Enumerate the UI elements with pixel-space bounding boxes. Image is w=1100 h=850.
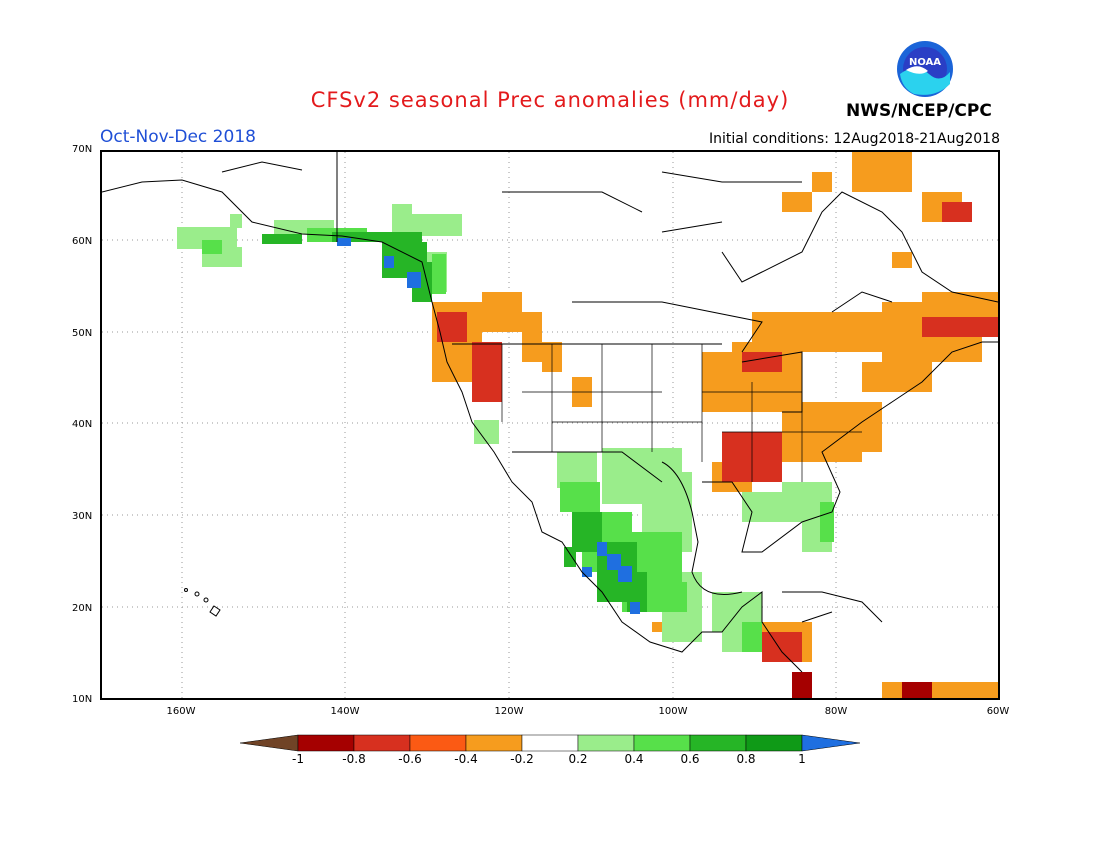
colorbar-swatch-2 <box>353 734 411 752</box>
colorbar-label: -0.2 <box>510 752 534 766</box>
colorbar-swatch-4 <box>465 734 523 752</box>
lon-label-80w: 80W <box>824 706 848 717</box>
colorbar-label: 0.8 <box>736 752 756 766</box>
noaa-logo-text: NOAA <box>909 57 941 68</box>
colorbar-label: 0.6 <box>680 752 700 766</box>
chart-title: CFSv2 seasonal Prec anomalies (mm/day) <box>310 88 790 112</box>
colorbar-swatch-3 <box>409 734 467 752</box>
colorbar-label: 0.4 <box>624 752 644 766</box>
forecast-period: Oct-Nov-Dec 2018 <box>100 127 256 147</box>
agency-label: NWS/NCEP/CPC <box>846 101 992 121</box>
colorbar-swatch-6 <box>577 734 635 752</box>
noaa-logo-icon: NOAA <box>897 41 953 97</box>
lat-label-30: 30N <box>72 511 93 522</box>
colorbar-arrow-right <box>801 734 860 752</box>
lat-label-60: 60N <box>72 236 93 247</box>
wet-strong-shading <box>262 232 647 612</box>
colorbar-swatch-9 <box>745 734 803 752</box>
colorbar <box>240 734 860 752</box>
colorbar-label: 1 <box>798 752 806 766</box>
colorbar-label: -0.6 <box>398 752 422 766</box>
colorbar-label: -0.4 <box>454 752 478 766</box>
colorbar-label: -0.8 <box>342 752 366 766</box>
map-panel <box>100 150 1000 700</box>
lat-label-40: 40N <box>72 419 93 430</box>
colorbar-swatch-5 <box>521 734 579 752</box>
lat-label-10: 10N <box>72 694 93 705</box>
lon-label-120w: 120W <box>494 706 524 717</box>
colorbar-swatch-8 <box>689 734 747 752</box>
wet-extreme-shading <box>337 238 640 614</box>
lat-label-20: 20N <box>72 603 93 614</box>
wet-light-shading <box>177 204 832 652</box>
hawaii-islands <box>184 588 221 617</box>
anomaly-map <box>102 152 998 698</box>
lat-label-70: 70N <box>72 144 93 155</box>
lon-label-60w: 60W <box>986 706 1010 717</box>
lon-label-160w: 160W <box>166 706 196 717</box>
dry-strong-shading <box>437 202 998 662</box>
coastlines <box>102 152 998 673</box>
lat-label-50: 50N <box>72 328 93 339</box>
lon-label-140w: 140W <box>330 706 360 717</box>
dry-extreme-shading <box>792 672 932 698</box>
colorbar-label: 0.2 <box>568 752 588 766</box>
initial-conditions: Initial conditions: 12Aug2018-21Aug2018 <box>709 131 1000 147</box>
colorbar-swatch-7 <box>633 734 691 752</box>
colorbar-swatch-1 <box>297 734 355 752</box>
colorbar-label: -1 <box>292 752 304 766</box>
state-borders <box>501 344 862 482</box>
colorbar-arrow-left <box>240 734 299 752</box>
lon-label-100w: 100W <box>658 706 688 717</box>
